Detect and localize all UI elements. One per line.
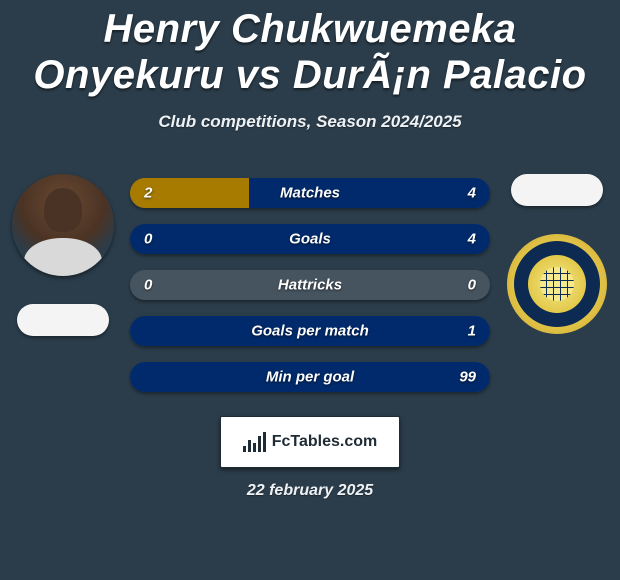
metric-right-value: 4 — [468, 185, 476, 202]
metric-row: 0 0 Hattricks — [130, 270, 490, 300]
metric-row: 0 4 Goals — [130, 224, 490, 254]
metric-right-value: 99 — [459, 369, 476, 386]
comparison-area: 2 4 Matches 0 4 Goals 0 0 Hattricks 1 Goals per ma… — [0, 160, 620, 500]
metric-label: Matches — [280, 185, 340, 202]
metric-label: Goals — [289, 231, 331, 248]
chart-icon — [243, 432, 266, 452]
metric-right-value: 4 — [468, 231, 476, 248]
metric-left-value: 2 — [144, 185, 152, 202]
page-title: Henry Chukwuemeka Onyekuru vs DurÃ¡n Pal… — [0, 0, 620, 98]
metric-label: Goals per match — [251, 323, 369, 340]
player-left-team-placeholder — [17, 304, 109, 336]
right-player-column — [502, 174, 612, 334]
metric-right-value: 1 — [468, 323, 476, 340]
metric-label: Min per goal — [266, 369, 354, 386]
metric-right-value: 0 — [468, 277, 476, 294]
source-label: FcTables.com — [272, 433, 378, 451]
left-player-column — [8, 174, 118, 336]
metric-row: 99 Min per goal — [130, 362, 490, 392]
player-right-team-crest — [507, 234, 607, 334]
metric-row: 1 Goals per match — [130, 316, 490, 346]
metric-label: Hattricks — [278, 277, 342, 294]
player-right-avatar-placeholder — [511, 174, 603, 206]
metric-left-value: 0 — [144, 231, 152, 248]
player-left-avatar — [12, 174, 114, 276]
metric-bars: 2 4 Matches 0 4 Goals 0 0 Hattricks 1 Goals per ma… — [130, 160, 490, 392]
metric-left-value: 0 — [144, 277, 152, 294]
source-link[interactable]: FcTables.com — [220, 416, 400, 468]
metric-row: 2 4 Matches — [130, 178, 490, 208]
date-label: 22 february 2025 — [0, 482, 620, 500]
subtitle: Club competitions, Season 2024/2025 — [0, 112, 620, 132]
